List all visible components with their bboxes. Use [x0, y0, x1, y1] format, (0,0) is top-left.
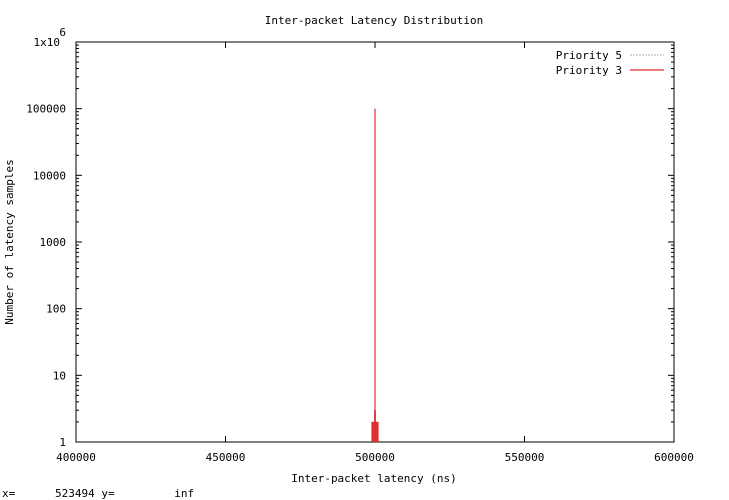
readout-x-value: 523494: [55, 487, 95, 500]
legend: Priority 5 Priority 3: [556, 49, 664, 77]
y-tick-label: 1: [59, 436, 66, 449]
legend-label: Priority 5: [556, 49, 622, 62]
x-tick-label: 500000: [355, 451, 395, 464]
x-tick-label: 450000: [206, 451, 246, 464]
y-tick-label: 10: [53, 369, 66, 382]
y-tick-label: 1x10: [34, 36, 61, 49]
legend-label: Priority 3: [556, 64, 622, 77]
x-tick-label: 400000: [56, 451, 96, 464]
readout-y-label: y=: [101, 487, 115, 500]
y-tick-label: 100000: [26, 103, 66, 116]
x-tick-label: 550000: [505, 451, 545, 464]
x-tick-label: 600000: [654, 451, 694, 464]
y-axis-label: Number of latency samples: [3, 159, 16, 325]
y-tick-label: 10000: [33, 169, 66, 182]
x-axis-label: Inter-packet latency (ns): [291, 472, 457, 485]
chart-title: Inter-packet Latency Distribution: [265, 14, 484, 27]
series-priority-3: [371, 108, 379, 442]
axis-ticks: 400000 450000 500000 550000 600000 1 10 100 1000…: [26, 26, 694, 464]
y-tick-label: 100: [46, 303, 66, 316]
cursor-readout: x= 523494 y= inf: [2, 488, 194, 499]
y-tick-exponent: 6: [59, 26, 66, 39]
y-tick-label: 1000: [40, 236, 67, 249]
readout-y-value: inf: [174, 487, 195, 500]
readout-x-label: x=: [2, 487, 16, 500]
